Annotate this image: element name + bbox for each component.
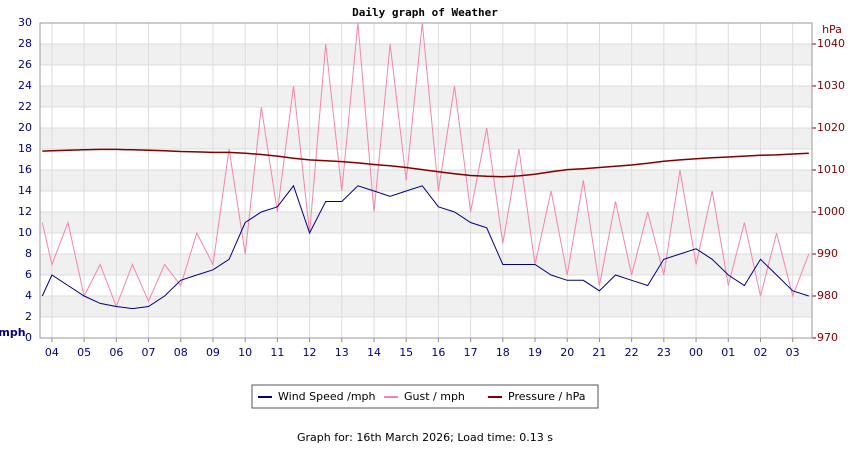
legend-box [251, 384, 599, 409]
y2-axis-label: hPa [822, 23, 842, 36]
grid-band [40, 254, 812, 275]
y-tick-label: 0 [25, 331, 32, 344]
x-tick-label: 13 [335, 346, 349, 359]
y-tick-label: 26 [18, 58, 32, 71]
series-line [42, 148, 809, 178]
x-tick-label: 09 [206, 346, 220, 359]
x-tick-label: 03 [786, 346, 800, 359]
y2-tick-label: 980 [817, 289, 838, 302]
x-tick-label: 19 [528, 346, 542, 359]
y2-tick-label: 1020 [817, 121, 845, 134]
y-tick-label: 6 [25, 268, 32, 281]
plot-frame [39, 22, 813, 339]
y-tick-label: 20 [18, 121, 32, 134]
x-tick-label: 18 [496, 346, 510, 359]
x-tick-label: 05 [77, 346, 91, 359]
x-tick-label: 02 [753, 346, 767, 359]
grid-band [40, 296, 812, 317]
x-tick-label: 16 [431, 346, 445, 359]
x-tick-label: 22 [625, 346, 639, 359]
x-tick-label: 21 [592, 346, 606, 359]
y-tick-label: 10 [18, 226, 32, 239]
x-tick-label: 11 [270, 346, 284, 359]
y-tick-label: 22 [18, 100, 32, 113]
x-tick-label: 17 [464, 346, 478, 359]
y-tick-label: 30 [18, 16, 32, 29]
y2-tick-label: 1030 [817, 79, 845, 92]
grid-band [40, 44, 812, 65]
legend-label: Pressure / hPa [508, 390, 586, 403]
y2-tick-label: 1010 [817, 163, 845, 176]
x-tick-label: 01 [721, 346, 735, 359]
x-tick-label: 06 [109, 346, 123, 359]
y-tick-label: 18 [18, 142, 32, 155]
x-tick-label: 23 [657, 346, 671, 359]
y-tick-label: 4 [25, 289, 32, 302]
grid-band [40, 128, 812, 149]
x-tick-label: 07 [142, 346, 156, 359]
series-line [41, 22, 810, 308]
y2-tick-label: 970 [817, 331, 838, 344]
series-line [41, 184, 809, 310]
y-tick-label: 8 [25, 247, 32, 260]
grid-band [40, 86, 812, 107]
x-tick-label: 12 [303, 346, 317, 359]
y-tick-label: 14 [18, 184, 32, 197]
y2-tick-label: 1040 [817, 37, 845, 50]
x-tick-label: 08 [174, 346, 188, 359]
x-tick-label: 04 [45, 346, 59, 359]
y2-tick-label: 1000 [817, 205, 845, 218]
y-tick-label: 24 [18, 79, 32, 92]
legend-label: Gust / mph [404, 390, 465, 403]
x-tick-label: 20 [560, 346, 574, 359]
footer: Graph for: 16th March 2026; Load time: 0… [297, 431, 553, 444]
y-tick-label: 16 [18, 163, 32, 176]
chart-title: Daily graph of Weather [352, 6, 498, 19]
x-tick-label: 00 [689, 346, 703, 359]
legend-label: Wind Speed /mph [278, 390, 376, 403]
x-tick-label: 14 [367, 346, 381, 359]
y-tick-label: 28 [18, 37, 32, 50]
y-axis-label: mph [0, 326, 26, 339]
y-tick-label: 2 [25, 310, 32, 323]
x-tick-label: 10 [238, 346, 252, 359]
y2-tick-label: 990 [817, 247, 838, 260]
y-tick-label: 12 [18, 205, 32, 218]
x-tick-label: 15 [399, 346, 413, 359]
